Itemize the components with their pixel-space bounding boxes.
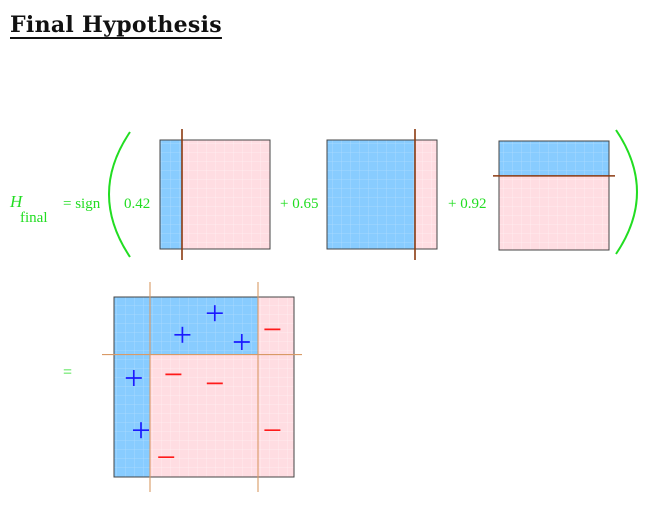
result-equals: =	[63, 364, 72, 381]
left-parenthesis	[108, 131, 131, 258]
negative-region	[499, 175, 609, 250]
classifier-frame	[326, 139, 438, 250]
positive-example	[174, 326, 191, 343]
positive-example	[206, 305, 223, 322]
classifier-frame	[498, 140, 610, 251]
positive-region	[114, 297, 150, 477]
positive-region	[499, 141, 609, 176]
coefficient-2: + 0.65	[280, 196, 318, 212]
negative-region	[415, 140, 437, 249]
negative-region	[182, 140, 270, 249]
weak-classifier-3	[493, 140, 615, 251]
final-classifier-region	[102, 282, 302, 492]
positive-region	[150, 297, 258, 355]
classifier-frame	[159, 139, 271, 250]
positive-example	[133, 422, 149, 439]
right-parenthesis	[615, 129, 638, 255]
lhs-symbol: H	[9, 192, 24, 211]
positive-example	[125, 370, 142, 386]
weak-classifier-1	[159, 129, 271, 260]
sign-function: = sign	[63, 196, 101, 212]
page-title: Final Hypothesis	[10, 12, 222, 38]
coefficient-1: 0.42	[124, 196, 150, 212]
positive-region	[327, 140, 415, 249]
weak-classifier-2	[326, 129, 438, 260]
coefficient-3: + 0.92	[448, 196, 486, 212]
positive-region	[160, 140, 182, 249]
final-frame	[113, 296, 295, 478]
lhs-subscript: final	[20, 210, 48, 226]
positive-example	[233, 334, 250, 350]
